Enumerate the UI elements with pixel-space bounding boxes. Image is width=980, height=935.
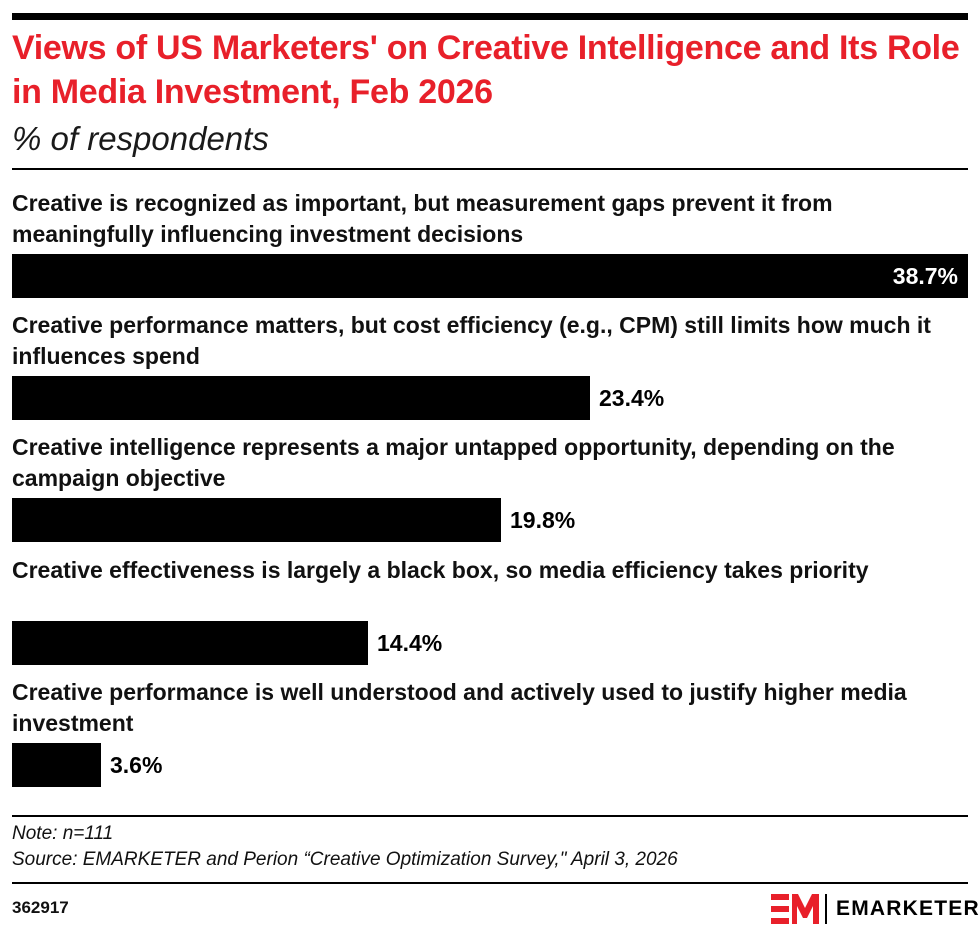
logo-wordmark: EMARKETER xyxy=(836,897,980,920)
logo-divider xyxy=(825,894,827,924)
value-label: 14.4% xyxy=(377,630,443,656)
bar-row: Creative effectiveness is largely a blac… xyxy=(12,555,972,665)
value-label: 23.4% xyxy=(599,385,665,411)
value-label: 19.8% xyxy=(510,507,576,533)
value-label: 38.7% xyxy=(892,263,958,289)
bar-row: Creative is recognized as important, but… xyxy=(12,188,972,298)
title-divider xyxy=(12,168,968,170)
chart-subtitle: % of respondents xyxy=(12,120,269,157)
category-label: Creative performance matters, but cost e… xyxy=(12,312,931,369)
footer-divider xyxy=(12,815,968,817)
source-text: Source: EMARKETER and Perion “Creative O… xyxy=(12,849,678,870)
bar xyxy=(12,254,968,298)
category-label: Creative intelligence represents a major… xyxy=(12,434,895,491)
bar-row: Creative intelligence represents a major… xyxy=(12,432,972,542)
chart-title: Views of US Marketers' on Creative Intel… xyxy=(12,29,960,111)
category-label: Creative effectiveness is largely a blac… xyxy=(12,557,869,583)
bar xyxy=(12,498,501,542)
chart-id: 362917 xyxy=(12,898,69,917)
category-label: Creative performance is well understood … xyxy=(12,679,907,736)
bar xyxy=(12,376,590,420)
value-label: 3.6% xyxy=(110,752,163,778)
note-text: Note: n=111 xyxy=(12,823,114,844)
emarketer-logo: EMARKETER xyxy=(771,891,980,927)
em-logo-icon xyxy=(771,894,819,924)
bar-row: Creative performance is well understood … xyxy=(12,677,972,787)
bar-row: Creative performance matters, but cost e… xyxy=(12,310,972,420)
bar xyxy=(12,621,368,665)
bar xyxy=(12,743,101,787)
category-label: Creative is recognized as important, but… xyxy=(12,190,833,247)
top-rule xyxy=(12,13,968,20)
bottom-divider xyxy=(12,882,968,884)
